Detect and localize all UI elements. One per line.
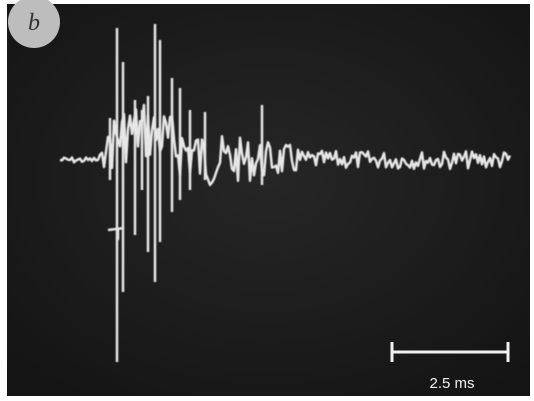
scale-bar <box>390 342 510 362</box>
scale-bar-label: 2.5 ms <box>429 375 474 392</box>
panel-label: b <box>28 10 40 36</box>
panel-label-badge <box>8 0 60 48</box>
trace-segment <box>107 226 125 240</box>
screen <box>7 4 530 396</box>
trace <box>59 24 512 362</box>
